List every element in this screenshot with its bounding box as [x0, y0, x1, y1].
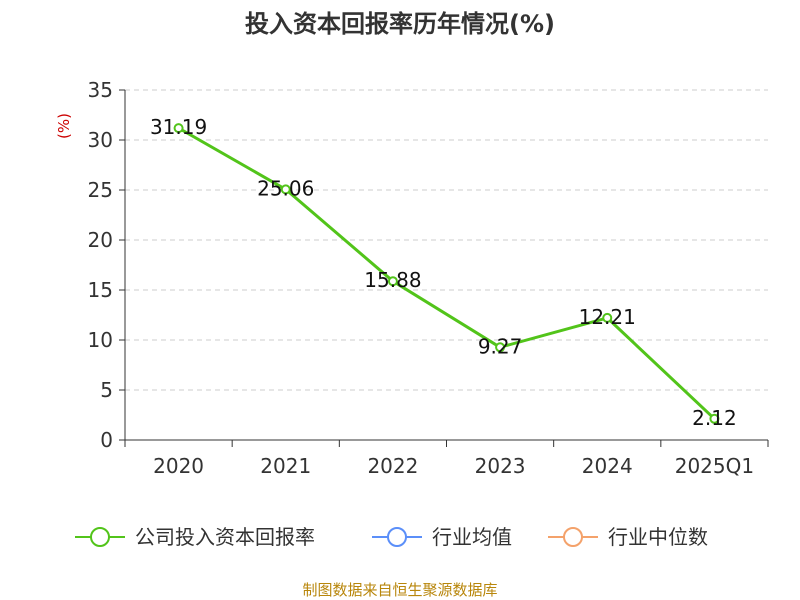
- y-tick-label: 20: [88, 228, 113, 252]
- data-label: 25.06: [257, 176, 314, 200]
- data-label: 15.88: [364, 268, 421, 292]
- data-point: [173, 123, 184, 134]
- y-tick-label: 30: [88, 128, 113, 152]
- x-tick-label: 2025Q1: [675, 454, 754, 478]
- x-tick-label: 2023: [475, 454, 526, 478]
- legend-label-2: 行业中位数: [608, 525, 708, 549]
- series-line-company: [177, 126, 716, 420]
- y-tick-label: 15: [88, 278, 113, 302]
- x-tick-label: 2022: [367, 454, 418, 478]
- x-tick-label: 2020: [153, 454, 204, 478]
- legend-marker-2: [563, 527, 583, 547]
- legend-marker-1: [387, 527, 407, 547]
- x-tick-label: 2024: [582, 454, 633, 478]
- y-tick-label: 10: [88, 328, 113, 352]
- y-tick-label: 25: [88, 178, 113, 202]
- y-tick-label: 0: [100, 428, 113, 452]
- data-point: [280, 184, 291, 195]
- data-label: 2.12: [692, 406, 737, 430]
- data-label: 12.21: [579, 305, 636, 329]
- data-label: 9.27: [478, 334, 523, 358]
- legend-label-0: 公司投入资本回报率: [135, 525, 315, 549]
- data-point: [709, 413, 720, 424]
- data-point: [387, 276, 398, 287]
- data-point: [602, 312, 613, 323]
- legend-label-1: 行业均值: [432, 525, 512, 549]
- legend-marker-0: [90, 527, 110, 547]
- x-tick-label: 2021: [260, 454, 311, 478]
- y-tick-label: 5: [100, 378, 113, 402]
- y-axis-label: (%): [55, 113, 73, 139]
- source-note: 制图数据来自恒生聚源数据库: [302, 581, 497, 599]
- y-tick-label: 35: [88, 78, 113, 102]
- data-label: 31.19: [150, 115, 207, 139]
- chart-title: 投入资本回报率历年情况(%): [245, 10, 555, 38]
- data-point: [495, 342, 506, 353]
